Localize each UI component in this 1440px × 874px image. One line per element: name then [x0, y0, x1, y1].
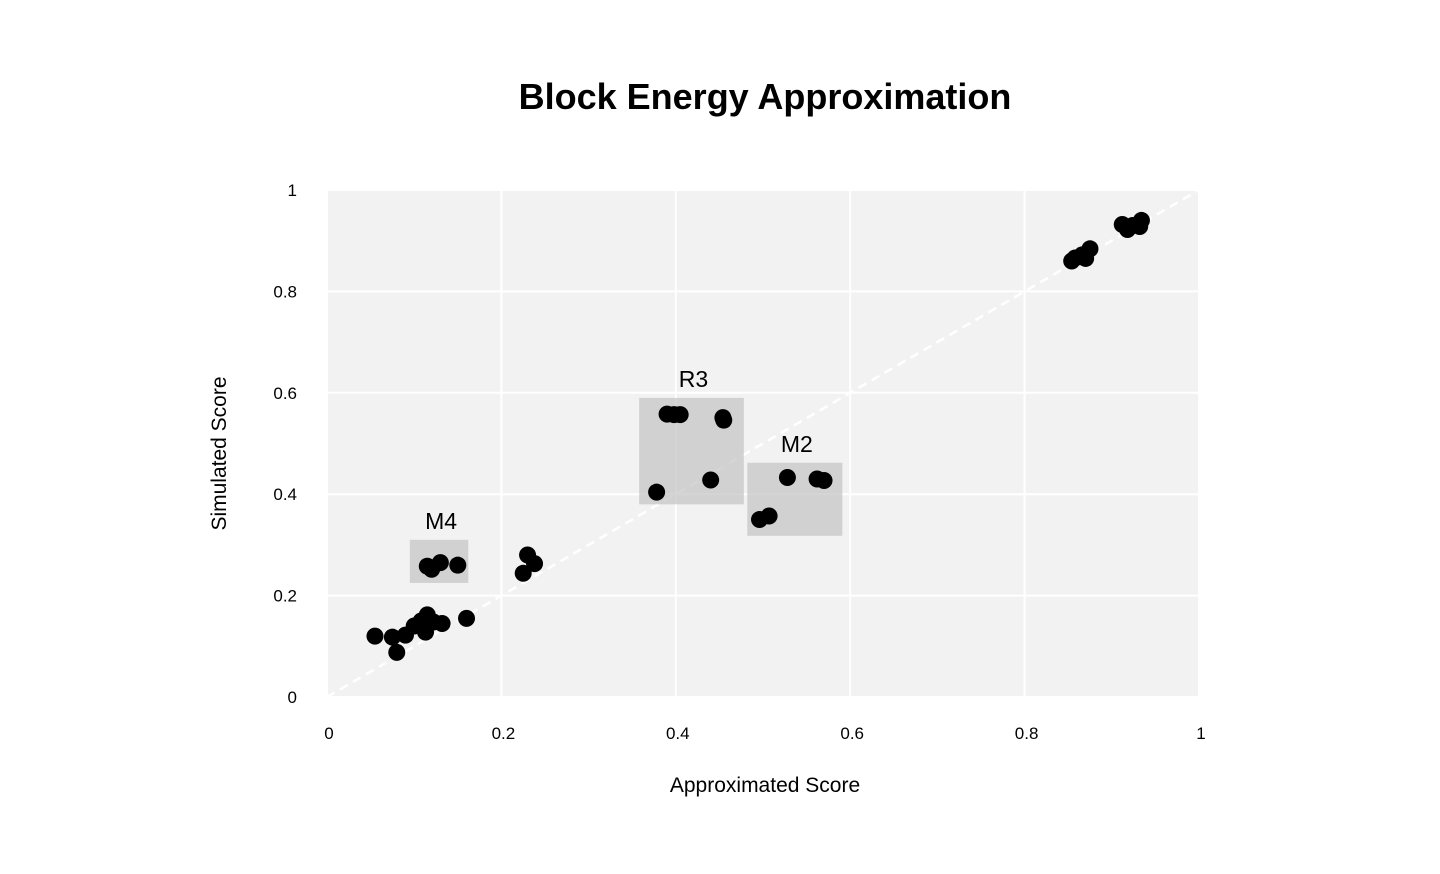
- data-point: [702, 471, 720, 489]
- data-point: [366, 627, 384, 645]
- y-axis-label: Simulated Score: [208, 376, 231, 530]
- y-tick-label: 1: [288, 181, 297, 200]
- annotation-label-m4: M4: [425, 508, 457, 534]
- data-point: [778, 468, 796, 486]
- chart-title: Block Energy Approximation: [518, 76, 1012, 117]
- x-axis-label: Approximated Score: [670, 774, 860, 797]
- x-tick-label: 0.2: [492, 724, 516, 743]
- x-tick-label: 1: [1196, 724, 1205, 743]
- data-point: [449, 556, 467, 574]
- x-tick-label: 0.4: [666, 724, 690, 743]
- data-point: [388, 643, 406, 661]
- data-points: [366, 211, 1150, 661]
- data-point: [526, 555, 544, 573]
- y-tick-label: 0.4: [273, 485, 297, 504]
- x-axis-ticks: 0 0.2 0.4 0.6 0.8 1: [324, 724, 1205, 743]
- data-point: [648, 483, 666, 501]
- data-point: [1132, 211, 1150, 229]
- data-point: [433, 614, 451, 632]
- x-tick-label: 0: [324, 724, 333, 743]
- data-point: [815, 472, 833, 490]
- data-point: [514, 564, 532, 582]
- y-tick-label: 0: [288, 688, 297, 707]
- data-point: [671, 406, 689, 424]
- annotation-label-m2: M2: [781, 431, 813, 457]
- data-point: [760, 507, 778, 525]
- x-tick-label: 0.6: [840, 724, 864, 743]
- annotation-label-r3: R3: [679, 366, 708, 392]
- data-point: [431, 554, 449, 572]
- grid-lines: [326, 189, 1200, 698]
- y-tick-label: 0.8: [273, 282, 297, 301]
- data-point: [1081, 240, 1099, 258]
- data-point: [715, 411, 733, 429]
- data-point: [458, 609, 476, 627]
- y-axis-ticks: 0 0.2 0.4 0.6 0.8 1: [273, 181, 297, 707]
- y-tick-label: 0.2: [273, 587, 297, 606]
- x-tick-label: 0.8: [1015, 724, 1039, 743]
- data-point: [383, 628, 401, 646]
- y-tick-label: 0.6: [273, 384, 297, 403]
